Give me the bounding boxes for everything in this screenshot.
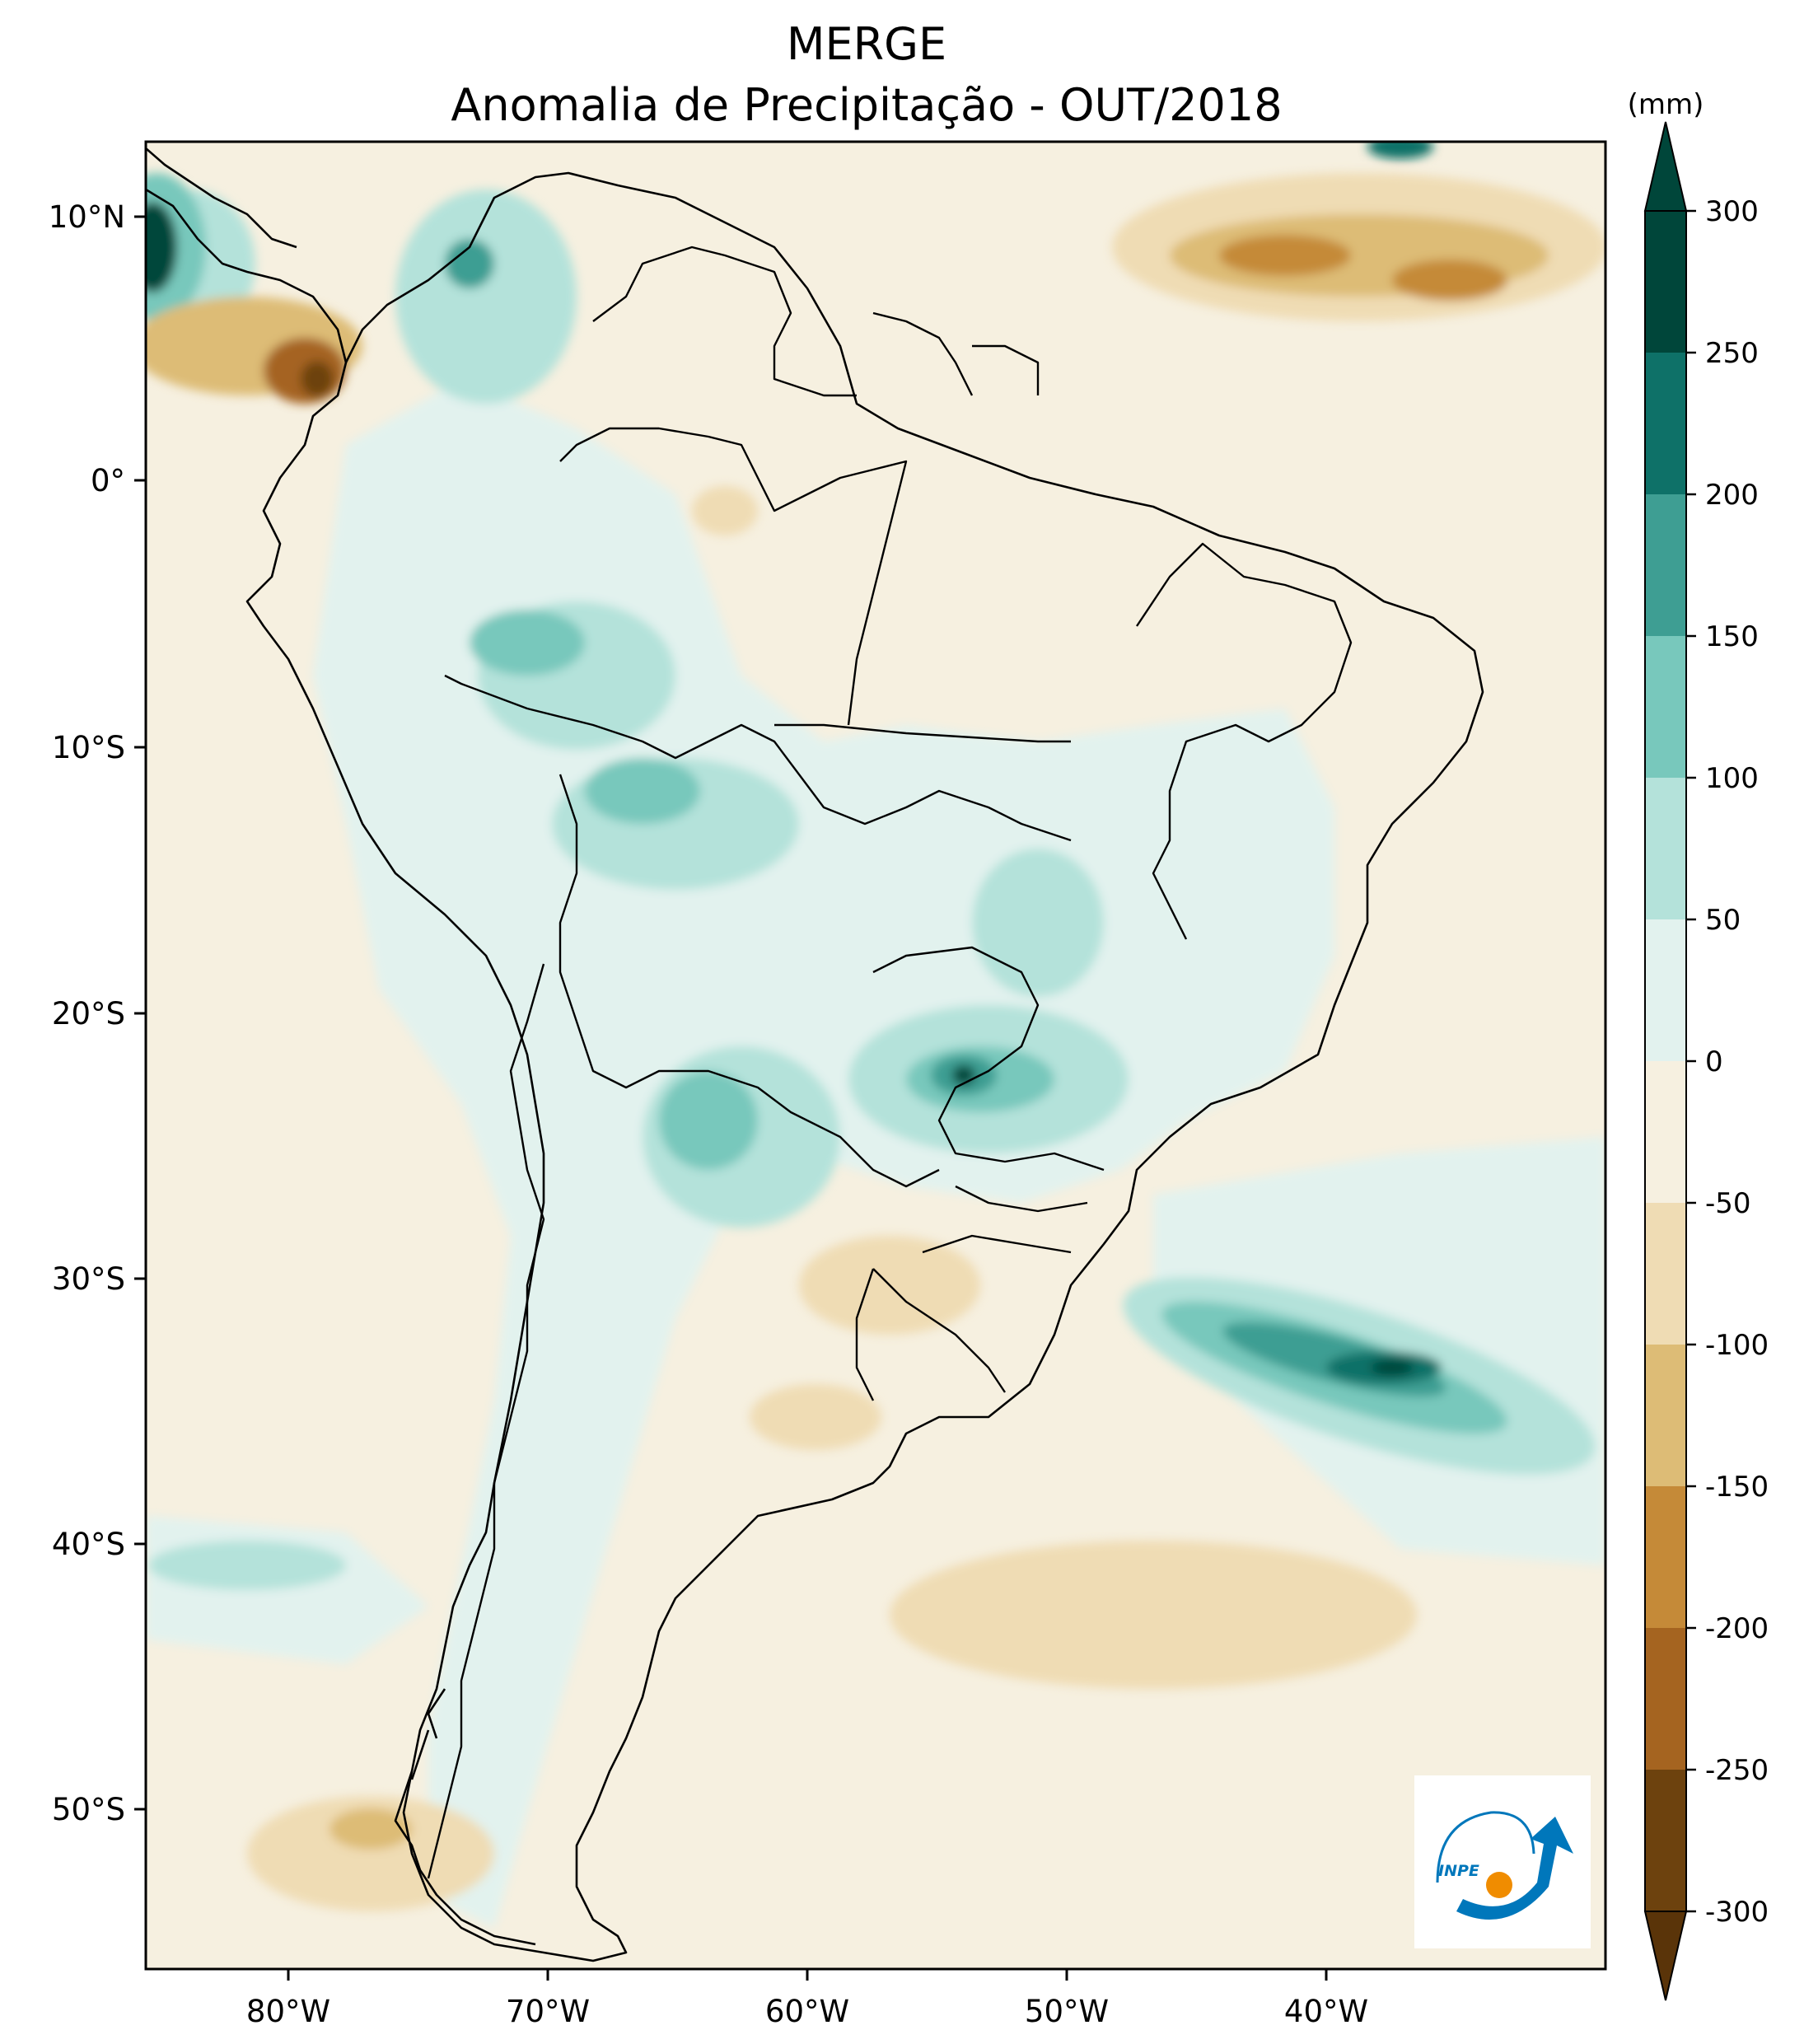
colorbar-band-0-50 xyxy=(1645,919,1686,1061)
colorbar-tick-250: 250 xyxy=(1705,337,1759,370)
anomaly-negative-pacific-colombia-3 xyxy=(301,361,334,397)
coastline-south-america xyxy=(245,171,1484,1962)
map-frame xyxy=(144,140,1607,1971)
lat-label-50s: 50°S xyxy=(52,1792,125,1827)
title-line-1: MERGE xyxy=(787,18,946,70)
lat-label-30s: 30°S xyxy=(52,1261,125,1297)
colorbar-band-m300-m250 xyxy=(1645,1770,1686,1911)
borders-argentina-uruguay xyxy=(855,1268,1006,1401)
anomaly-field xyxy=(146,142,1605,1928)
anomaly-50-100-goias xyxy=(972,849,1104,997)
coastline-patagonia-islands xyxy=(394,1688,536,1946)
colorbar-tick-m200: -200 xyxy=(1705,1612,1769,1645)
anomaly-negative-north-atlantic-4 xyxy=(1392,260,1507,301)
anomaly-negative-south-atlantic xyxy=(890,1541,1417,1689)
colorbar-extend-top xyxy=(1643,121,1688,212)
anomaly-50-100-pacific xyxy=(148,1541,346,1590)
lat-label-20s: 20°S xyxy=(52,996,125,1031)
coastline-central-america-2 xyxy=(146,147,297,249)
anomaly-negative-amazon xyxy=(692,486,758,536)
colorbar-unit: (mm) xyxy=(1628,88,1704,121)
colorbar-band-m200-m150 xyxy=(1645,1486,1686,1628)
colorbar-tick-m50: -50 xyxy=(1705,1187,1751,1220)
anomaly-negative-patagonia xyxy=(247,1796,494,1911)
colorbar-tick-200: 200 xyxy=(1705,479,1759,512)
coastline-central-america xyxy=(146,188,348,363)
colorbar-tick-m250: -250 xyxy=(1705,1754,1769,1787)
inpe-logo-background xyxy=(1414,1775,1591,1948)
colorbar-band-m100-m50 xyxy=(1645,1203,1686,1345)
borders-venezuela-guianas xyxy=(592,246,1040,397)
borders-peru-bolivia-brazil xyxy=(444,674,1072,842)
colorbar-band-150-200 xyxy=(1645,494,1686,636)
lon-label-40w: 40°W xyxy=(1284,1994,1368,2029)
colorbar-band-100-150 xyxy=(1645,636,1686,778)
borders-brazil-northeast xyxy=(1136,542,1353,940)
colorbar-band-200-250 xyxy=(1645,353,1686,494)
borders-brazil-south xyxy=(872,946,1105,1254)
colorbar-band-m150-m100 xyxy=(1645,1345,1686,1486)
colorbar-tick-m300: -300 xyxy=(1705,1896,1769,1929)
colorbar-band-50-100 xyxy=(1645,778,1686,919)
anomaly-100-150-amazon xyxy=(470,610,585,676)
anomaly-100-150-chaco xyxy=(659,1071,758,1170)
borders-amazon-states xyxy=(559,427,1071,743)
colorbar-tick-m150: -150 xyxy=(1705,1471,1769,1504)
map-panel xyxy=(146,142,1605,1969)
colorbar-tick-marks xyxy=(1686,209,1696,1913)
colorbar: (mm) 300 250 xyxy=(1628,88,1769,2001)
colorbar-tick-m100: -100 xyxy=(1705,1329,1769,1362)
borders-bolivia-paraguay xyxy=(558,774,940,1188)
colorbar-tick-50: 50 xyxy=(1705,904,1741,937)
lon-label-70w: 70°W xyxy=(506,1994,590,2029)
anomaly-200-250-parana xyxy=(952,1065,975,1085)
inpe-logo-orbit xyxy=(1436,1811,1535,1883)
colorbar-tick-150: 150 xyxy=(1705,620,1759,653)
inpe-logo-swoosh xyxy=(1456,1817,1573,1920)
lat-ticks xyxy=(134,215,146,1811)
lon-label-50w: 50°W xyxy=(1025,1994,1109,2029)
colorbar-band-m250-m200 xyxy=(1645,1628,1686,1770)
colorbar-band-m50-0 xyxy=(1645,1061,1686,1203)
lon-label-80w: 80°W xyxy=(246,1994,330,2029)
anomaly-250-300-caribbean xyxy=(146,202,177,292)
inpe-logo-sun xyxy=(1486,1872,1512,1898)
colorbar-tick-0: 0 xyxy=(1705,1045,1723,1078)
lat-label-10s: 10°S xyxy=(52,730,125,765)
anomaly-250-300-atlantic xyxy=(1371,1359,1414,1376)
lat-label-0: 0° xyxy=(91,463,125,498)
anomaly-negative-north-atlantic-3 xyxy=(1219,235,1351,276)
colorbar-band-250-300 xyxy=(1645,211,1686,353)
lat-label-40s: 40°S xyxy=(52,1527,125,1562)
anomaly-250-300-caribbean-top xyxy=(1367,142,1433,159)
anomaly-negative-patagonia-2 xyxy=(329,1808,412,1850)
anomaly-50-100-colombia xyxy=(395,189,577,404)
colorbar-tick-100: 100 xyxy=(1705,762,1759,795)
anomaly-150-200-colombia xyxy=(445,239,494,288)
title-line-2: Anomalia de Precipitação - OUT/2018 xyxy=(451,79,1282,131)
colorbar-extend-bottom xyxy=(1643,1911,1688,2001)
lon-label-60w: 60°W xyxy=(765,1994,849,2029)
borders-andes xyxy=(427,963,545,1879)
inpe-logo: INPE xyxy=(1414,1775,1591,1948)
inpe-logo-text: INPE xyxy=(1438,1862,1479,1880)
lon-ticks xyxy=(287,1969,1328,1981)
anomaly-negative-plata xyxy=(750,1384,881,1450)
anomaly-100-150-acre xyxy=(585,758,700,824)
colorbar-tick-300: 300 xyxy=(1705,195,1759,228)
lat-label-10n: 10°N xyxy=(49,199,125,235)
